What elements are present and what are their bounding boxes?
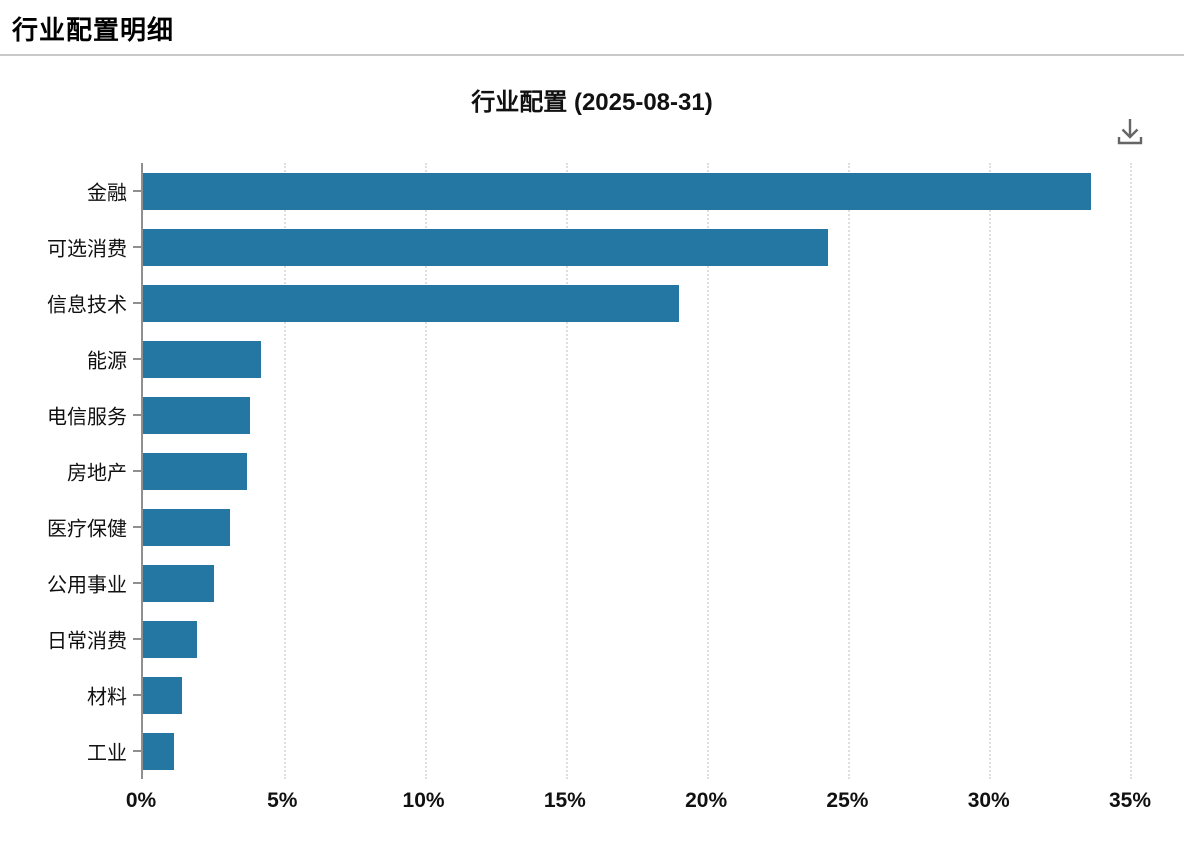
x-axis: 0% 5% 10% 15% 20% 25% 30% 35% xyxy=(126,789,1151,819)
bar-row: 日常消费 xyxy=(47,611,1130,667)
y-tick xyxy=(133,358,143,360)
gridline xyxy=(284,163,286,779)
bar-能源[interactable] xyxy=(143,340,262,378)
bar-row: 工业 xyxy=(87,723,1130,779)
bar-房地产[interactable] xyxy=(143,452,248,490)
x-tick-label: 0% xyxy=(125,789,157,812)
y-tick xyxy=(133,302,143,304)
gridline xyxy=(425,163,427,779)
bar-工业[interactable] xyxy=(143,732,175,770)
category-label: 工业 xyxy=(87,742,127,765)
bar-金融[interactable] xyxy=(143,172,1091,210)
bar-医疗保健[interactable] xyxy=(143,508,231,546)
bar-row: 电信服务 xyxy=(47,387,1130,443)
category-label: 日常消费 xyxy=(47,630,127,653)
y-tick xyxy=(133,246,143,248)
gridline xyxy=(566,163,568,779)
category-label: 公用事业 xyxy=(47,574,127,597)
bar-row: 信息技术 xyxy=(47,275,1130,331)
y-tick xyxy=(133,638,143,640)
chart-title: 行业配置 (2025-08-31) xyxy=(471,89,713,116)
y-tick xyxy=(133,470,143,472)
y-tick xyxy=(133,414,143,416)
bar-信息技术[interactable] xyxy=(143,284,679,322)
category-label: 医疗保健 xyxy=(47,518,127,541)
gridline xyxy=(1130,163,1132,779)
bar-row: 房地产 xyxy=(67,443,1130,499)
bar-row: 可选消费 xyxy=(47,219,1130,275)
bar-可选消费[interactable] xyxy=(143,228,829,266)
gridline xyxy=(848,163,850,779)
bar-电信服务[interactable] xyxy=(143,396,251,434)
x-tick-label: 15% xyxy=(543,789,586,812)
bar-材料[interactable] xyxy=(143,676,183,714)
x-tick-label: 25% xyxy=(826,789,869,812)
bar-row: 公用事业 xyxy=(47,555,1130,611)
bar-plot: 金融可选消费信息技术能源电信服务房地产医疗保健公用事业日常消费材料工业 xyxy=(47,163,1132,779)
bar-日常消费[interactable] xyxy=(143,620,197,658)
download-button[interactable] xyxy=(1112,114,1148,150)
category-label: 能源 xyxy=(87,350,127,373)
plot-area: 金融可选消费信息技术能源电信服务房地产医疗保健公用事业日常消费材料工业 0% 5%… xyxy=(0,163,1184,819)
y-tick xyxy=(133,750,143,752)
category-label: 信息技术 xyxy=(47,294,127,317)
y-tick xyxy=(133,582,143,584)
bar-公用事业[interactable] xyxy=(143,564,214,602)
bar-row: 材料 xyxy=(87,667,1130,723)
y-tick xyxy=(133,190,143,192)
gridline xyxy=(989,163,991,779)
x-tick-label: 35% xyxy=(1108,789,1152,812)
page-title: 行业配置明细 xyxy=(12,15,175,45)
x-tick-label: 20% xyxy=(685,789,728,812)
gridline xyxy=(707,163,709,779)
category-label: 金融 xyxy=(87,182,127,205)
industry-allocation-chart: 行业配置 (2025-08-31) 金融可选消费信息技术能源电信服务房地产医疗保… xyxy=(0,86,1184,819)
y-tick xyxy=(133,526,143,528)
category-label: 房地产 xyxy=(67,462,127,485)
bar-row: 医疗保健 xyxy=(47,499,1130,555)
x-tick-label: 5% xyxy=(267,789,298,812)
download-icon xyxy=(1113,115,1147,149)
x-tick-label: 30% xyxy=(967,789,1010,812)
category-label: 电信服务 xyxy=(47,406,127,429)
category-label: 材料 xyxy=(87,686,127,709)
bar-row: 金融 xyxy=(87,163,1130,219)
bar-row: 能源 xyxy=(87,331,1130,387)
page-header: 行业配置明细 xyxy=(0,0,1184,56)
y-tick xyxy=(133,694,143,696)
category-label: 可选消费 xyxy=(47,238,127,261)
x-tick-label: 10% xyxy=(402,789,445,812)
